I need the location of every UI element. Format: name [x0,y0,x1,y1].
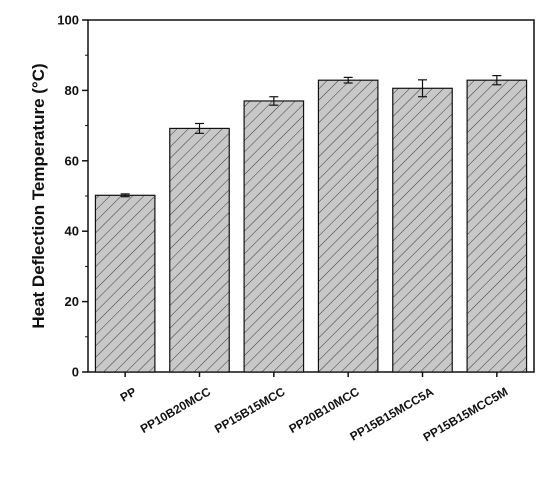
error-bar-pp15b15mcc [269,96,279,106]
bar-pp15b15mcc5a [392,87,453,373]
x-tick-label: PP10B20MCC [138,384,213,436]
x-tick-label: PP15B15MCC [212,384,287,436]
x-tick-label: PP20B10MCC [287,384,362,436]
y-tick-label: 60 [65,153,79,168]
y-axis-title: Heat Deflection Temperature (°C) [29,63,48,328]
x-axis: PP PP10B20MCC PP15B15MCC PP20B10MCCPP15B15M… [118,372,510,444]
x-tick-label: PP [118,384,139,404]
error-bar-pp [120,193,130,198]
bar-pp [94,194,156,373]
bar-pp15b15mcc [243,100,305,373]
bar-pp15b15mcc5m [466,79,528,373]
bar-pp20b10mcc [317,79,379,373]
bar-pp10b20mcc [169,127,230,373]
y-tick-label: 80 [65,83,79,98]
error-bar-pp15b15mcc5a [418,79,427,98]
y-tick-label: 0 [72,365,79,380]
error-bar-pp10b20mcc [195,122,204,134]
y-tick-label: 40 [65,224,79,239]
y-tick-label: 20 [65,294,79,309]
y-axis: 0 20 40 60 80 100 [57,13,88,380]
error-bar-pp20b10mcc [343,76,353,84]
bars-group [94,75,528,373]
error-bar-pp15b15mcc5m [492,75,502,86]
y-tick-label: 100 [57,13,79,28]
